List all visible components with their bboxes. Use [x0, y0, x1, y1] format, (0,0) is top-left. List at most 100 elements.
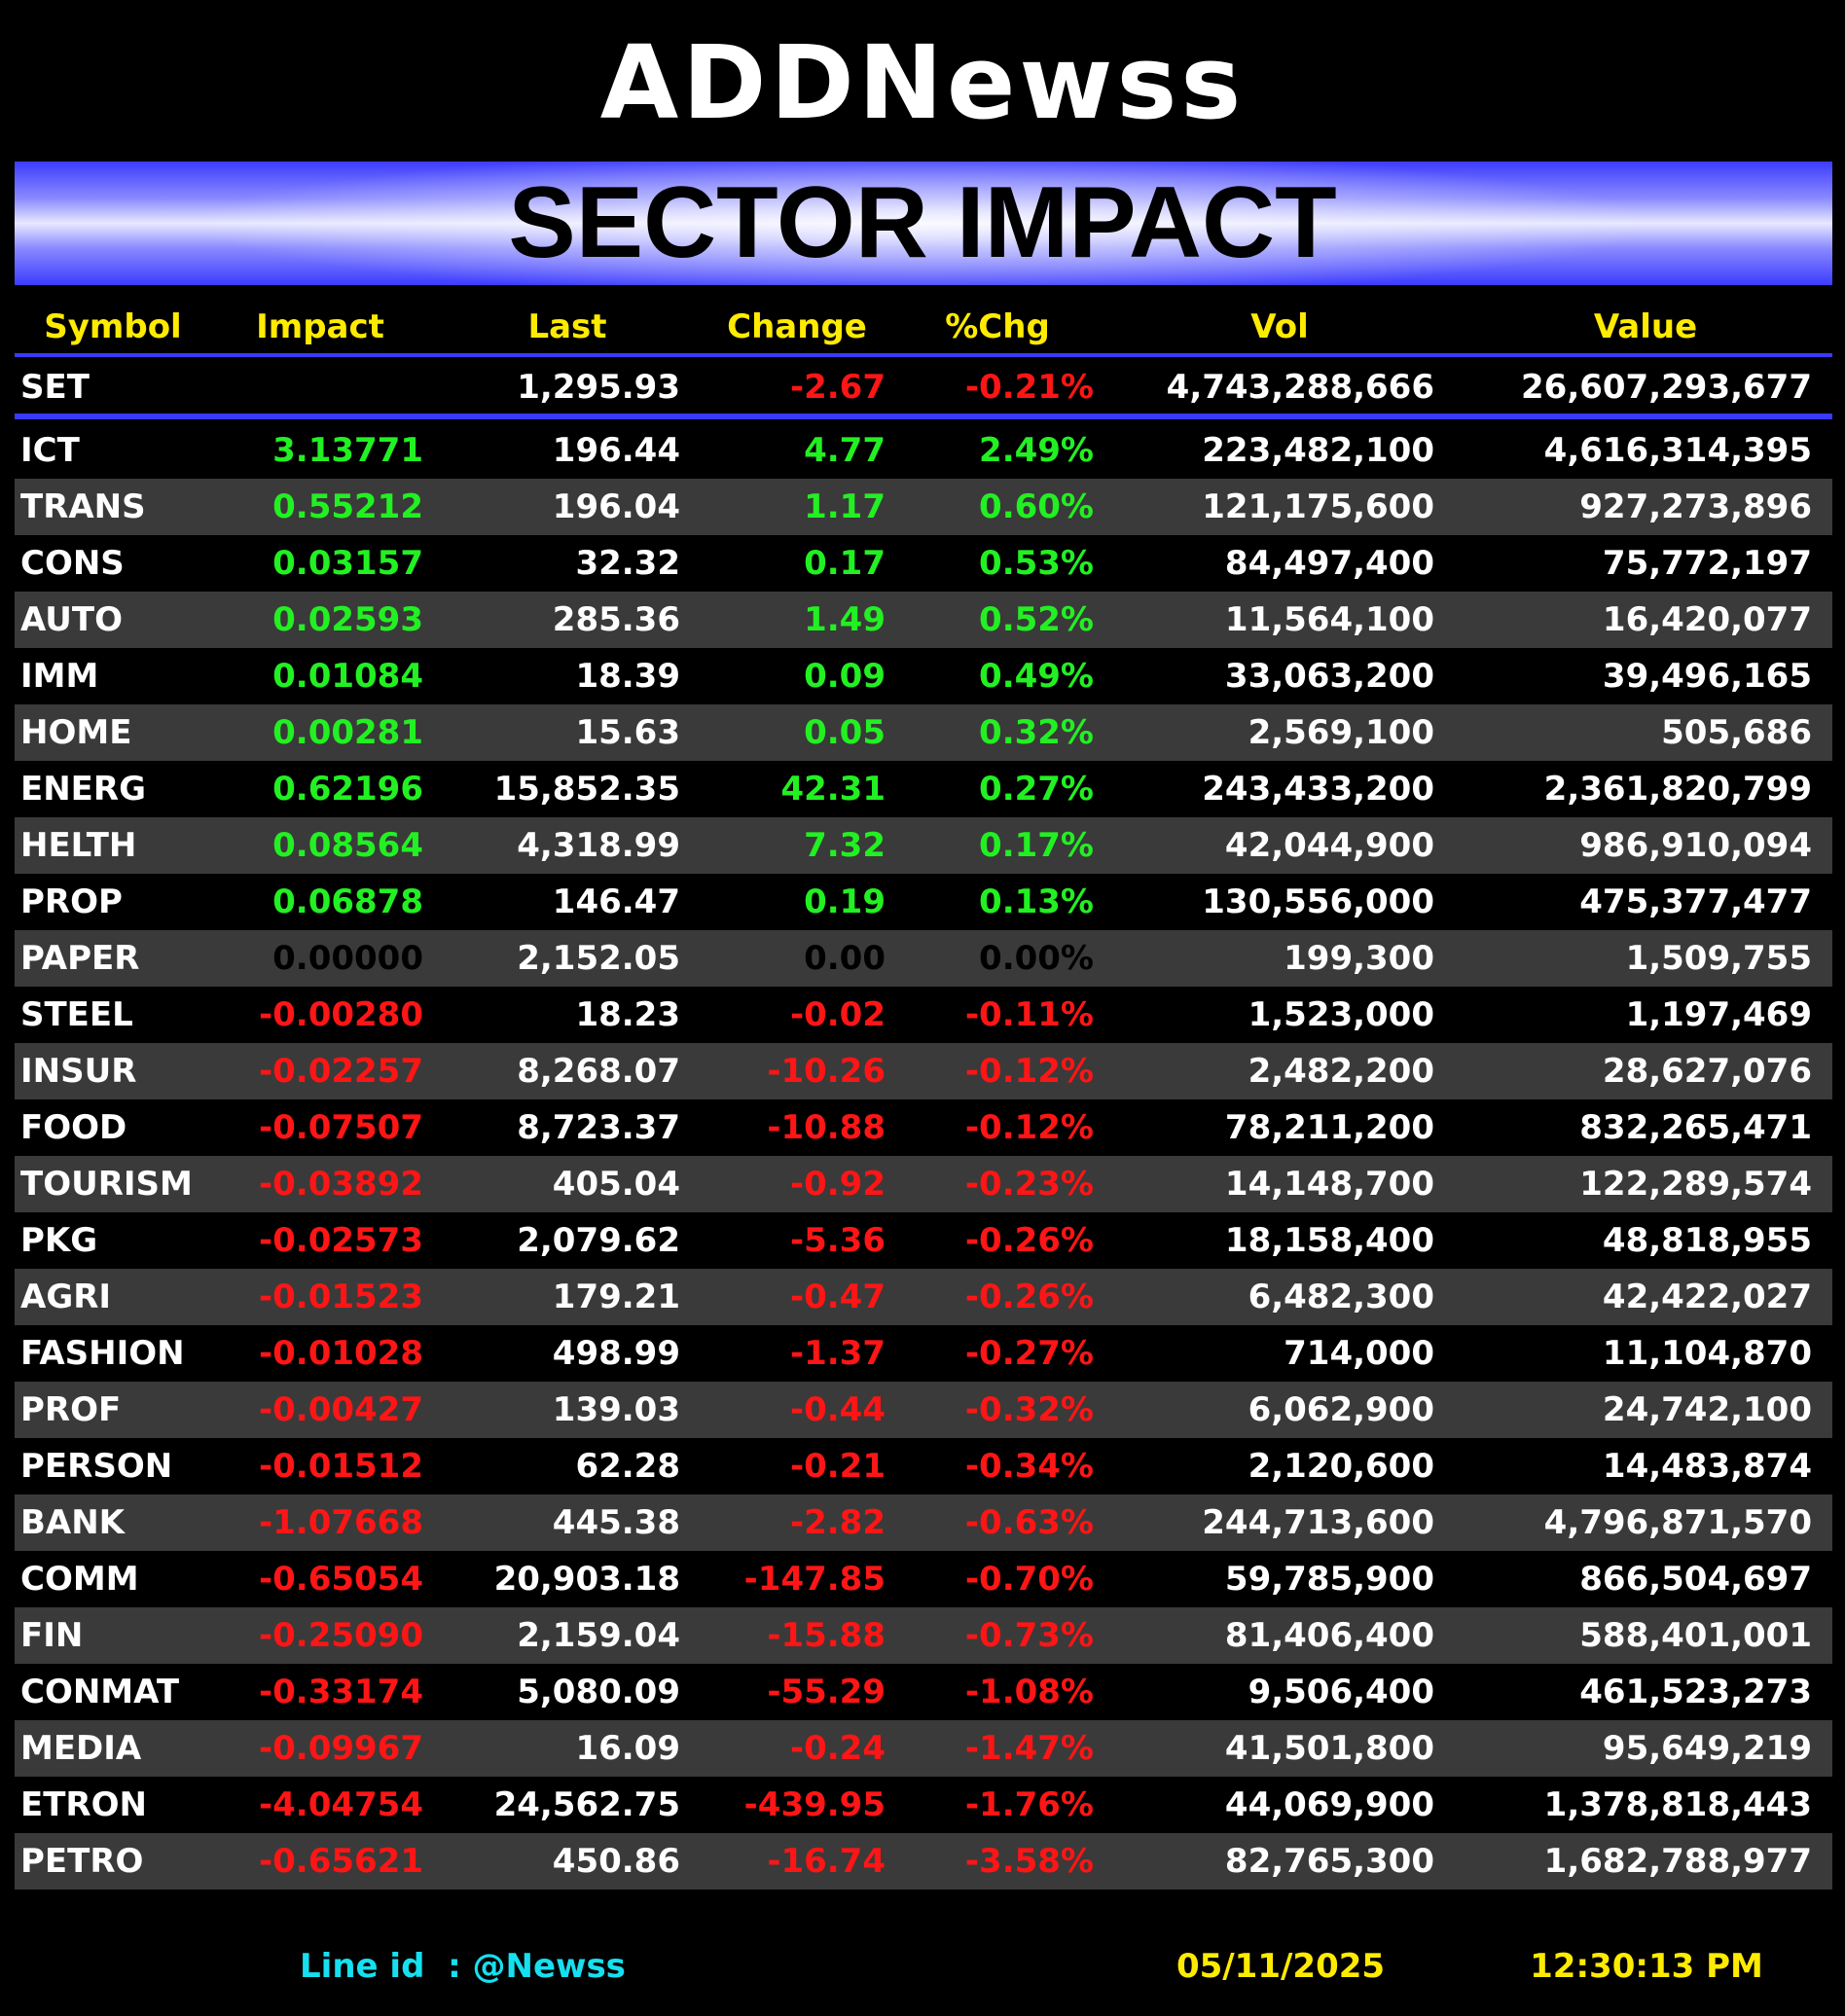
- symbol: PETRO: [20, 1842, 144, 1881]
- cell: 588,401,001: [1579, 1616, 1812, 1655]
- symbol: HOME: [20, 713, 132, 752]
- symbol: IMM: [20, 657, 99, 696]
- cell: 16.09: [575, 1729, 680, 1768]
- cell: -2.82: [790, 1503, 886, 1542]
- cell: 42.31: [780, 770, 886, 809]
- cell: -0.73%: [964, 1616, 1094, 1655]
- symbol: SET: [20, 368, 90, 407]
- cell: 2,120,600: [1248, 1447, 1434, 1486]
- cell: -3.58%: [964, 1842, 1094, 1881]
- cell: 14,483,874: [1602, 1447, 1812, 1486]
- symbol: BANK: [20, 1503, 126, 1542]
- cell: -0.44: [790, 1390, 886, 1429]
- column-header: Last: [527, 307, 607, 346]
- cell: -2.67: [790, 368, 886, 407]
- cell: 0.05: [804, 713, 886, 752]
- cell: 285.36: [552, 600, 680, 639]
- symbol: TRANS: [20, 487, 146, 526]
- cell: -10.88: [767, 1108, 886, 1147]
- cell: 461,523,273: [1579, 1673, 1812, 1711]
- cell: 7.32: [804, 826, 886, 865]
- cell: 0.00%: [979, 939, 1094, 978]
- cell: -0.00427: [259, 1390, 423, 1429]
- cell: -439.95: [743, 1785, 886, 1824]
- symbol: FASHION: [20, 1334, 185, 1373]
- cell: -0.07507: [259, 1108, 423, 1147]
- title-banner: [15, 162, 1832, 285]
- row-background: [15, 1382, 1832, 1438]
- cell: 84,497,400: [1224, 544, 1434, 583]
- cell: 0.62196: [272, 770, 423, 809]
- cell: 223,482,100: [1202, 431, 1434, 470]
- cell: 4,796,871,570: [1543, 1503, 1812, 1542]
- symbol: CONMAT: [20, 1673, 180, 1711]
- cell: -0.27%: [964, 1334, 1094, 1373]
- cell: 26,607,293,677: [1521, 368, 1812, 407]
- cell: 0.17%: [979, 826, 1094, 865]
- cell: -10.26: [767, 1052, 886, 1091]
- cell: 48,818,955: [1602, 1221, 1812, 1260]
- cell: 0.49%: [979, 657, 1094, 696]
- cell: 4.77: [804, 431, 886, 470]
- cell: 244,713,600: [1202, 1503, 1434, 1542]
- cell: 62.28: [575, 1447, 680, 1486]
- cell: 41,501,800: [1224, 1729, 1434, 1768]
- cell: 33,063,200: [1224, 657, 1434, 696]
- symbol: PERSON: [20, 1447, 173, 1486]
- cell: 0.32%: [979, 713, 1094, 752]
- cell: 243,433,200: [1202, 770, 1434, 809]
- cell: 4,318.99: [517, 826, 680, 865]
- cell: 18,158,400: [1224, 1221, 1434, 1260]
- row-background: [15, 704, 1832, 761]
- symbol: PKG: [20, 1221, 98, 1260]
- cell: 866,504,697: [1579, 1560, 1812, 1599]
- cell: -1.76%: [964, 1785, 1094, 1824]
- symbol: ENERG: [20, 770, 146, 809]
- date: 05/11/2025: [1176, 1947, 1386, 1986]
- cell: -0.25090: [259, 1616, 423, 1655]
- cell: 450.86: [552, 1842, 680, 1881]
- symbol: INSUR: [20, 1052, 137, 1091]
- cell: 28,627,076: [1602, 1052, 1812, 1091]
- cell: 0.60%: [979, 487, 1094, 526]
- cell: -0.32%: [964, 1390, 1094, 1429]
- cell: 927,273,896: [1579, 487, 1812, 526]
- header-rule: [15, 353, 1832, 357]
- cell: -0.24: [790, 1729, 886, 1768]
- symbol: COMM: [20, 1560, 139, 1599]
- column-header: Value: [1593, 307, 1698, 346]
- symbol: PAPER: [20, 939, 140, 978]
- line-id: Line id : @Newss: [300, 1947, 626, 1986]
- cell: 95,649,219: [1602, 1729, 1812, 1768]
- cell: 24,562.75: [493, 1785, 680, 1824]
- cell: -0.92: [790, 1165, 886, 1204]
- cell: 2.49%: [979, 431, 1094, 470]
- cell: -55.29: [767, 1673, 886, 1711]
- cell: 139.03: [552, 1390, 680, 1429]
- cell: -0.02: [790, 995, 886, 1034]
- symbol: AUTO: [20, 600, 123, 639]
- column-header: %Chg: [945, 307, 1050, 346]
- cell: 81,406,400: [1224, 1616, 1434, 1655]
- symbol: CONS: [20, 544, 125, 583]
- cell: -0.02573: [259, 1221, 423, 1260]
- cell: 16,420,077: [1602, 600, 1812, 639]
- cell: 1,509,755: [1625, 939, 1812, 978]
- cell: 1,523,000: [1248, 995, 1434, 1034]
- cell: -0.21%: [964, 368, 1094, 407]
- cell: 78,211,200: [1224, 1108, 1434, 1147]
- time: 12:30:13 PM: [1530, 1947, 1763, 1986]
- row-background: [15, 1156, 1832, 1212]
- cell: 0.06878: [272, 882, 423, 921]
- cell: 179.21: [552, 1278, 680, 1316]
- cell: 4,743,288,666: [1166, 368, 1434, 407]
- cell: 2,569,100: [1248, 713, 1434, 752]
- cell: 24,742,100: [1602, 1390, 1812, 1429]
- cell: 498.99: [552, 1334, 680, 1373]
- cell: -5.36: [790, 1221, 886, 1260]
- cell: -1.08%: [964, 1673, 1094, 1711]
- cell: 11,104,870: [1602, 1334, 1812, 1373]
- cell: -0.65054: [259, 1560, 423, 1599]
- cell: 505,686: [1661, 713, 1812, 752]
- cell: 0.52%: [979, 600, 1094, 639]
